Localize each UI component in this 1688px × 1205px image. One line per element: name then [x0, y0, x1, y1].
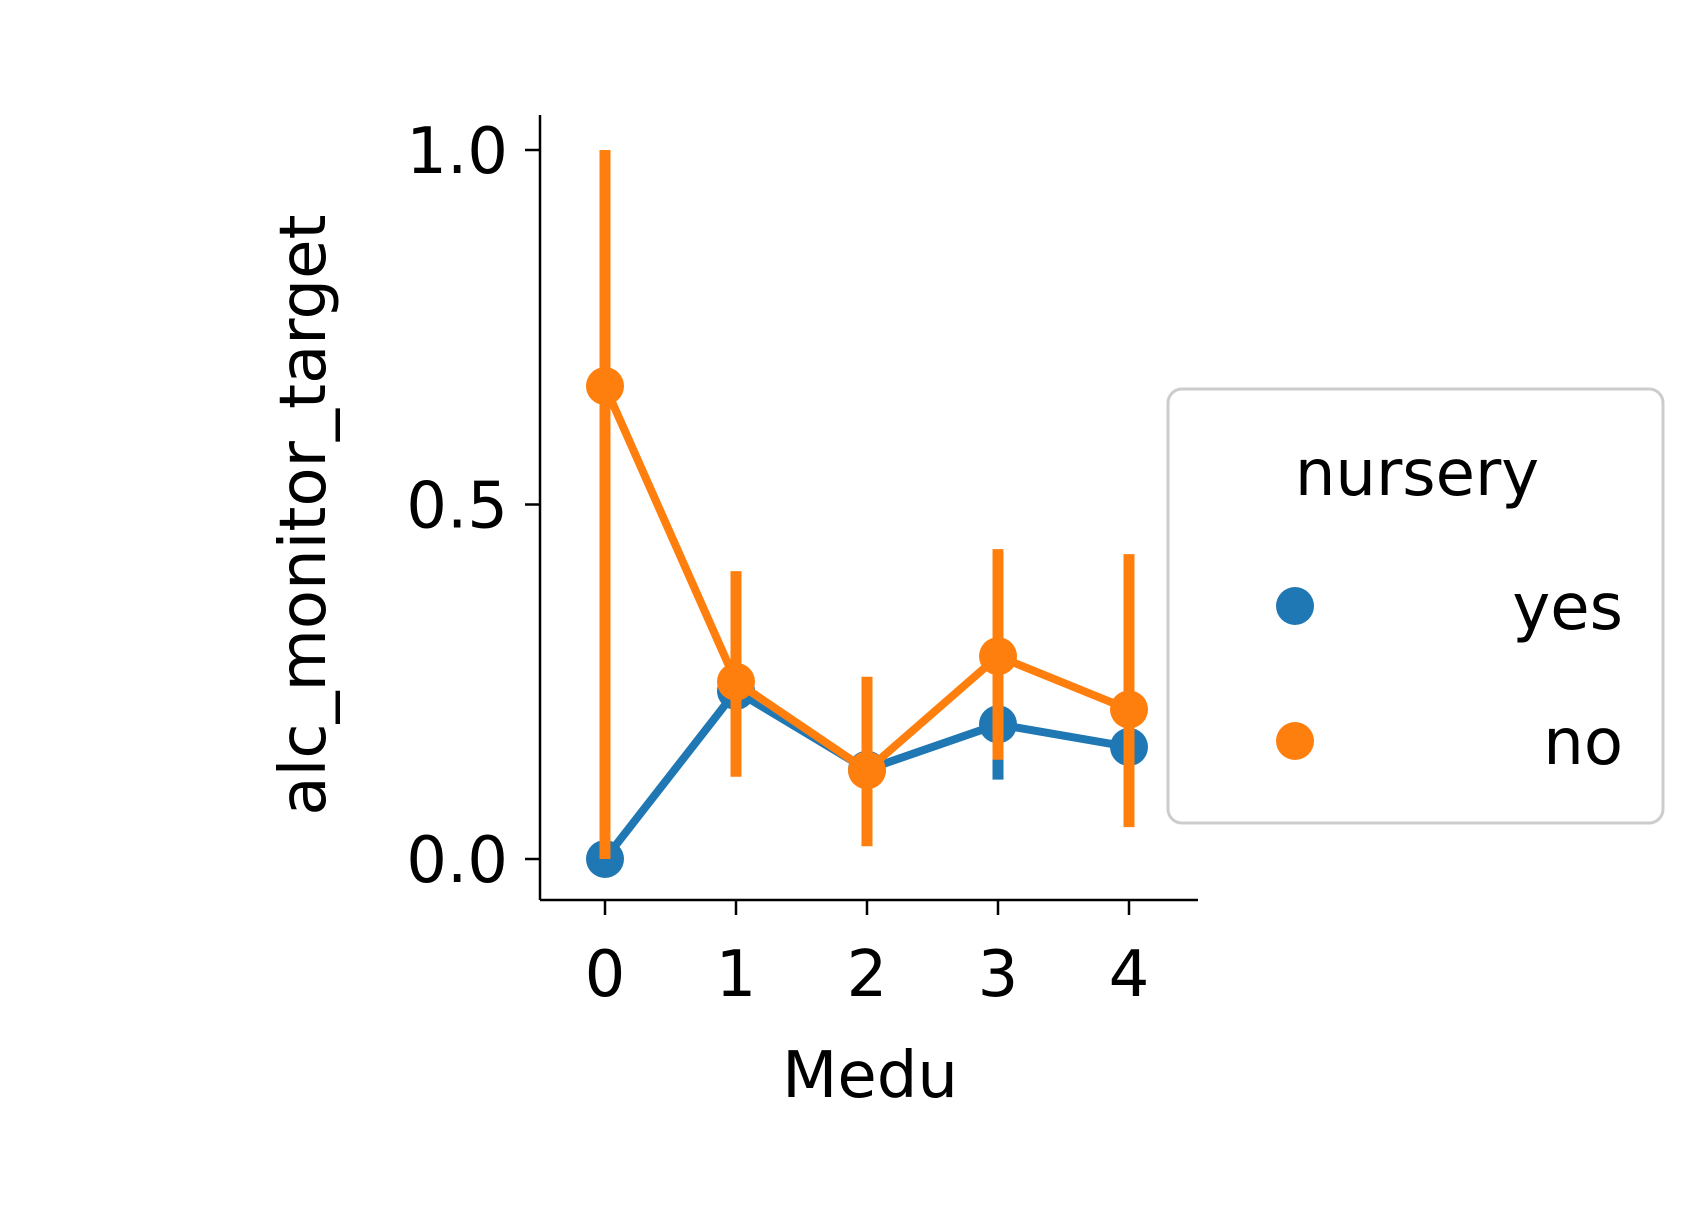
- plot-area: [586, 150, 1148, 878]
- x-tick-label: 4: [1109, 938, 1150, 1012]
- x-tick-label: 1: [716, 938, 757, 1012]
- series-no-point: [586, 367, 624, 406]
- y-tick-label: 0.0: [406, 824, 508, 898]
- x-axis-label: Medu: [782, 1039, 958, 1113]
- y-axis-label: alc_monitor_target: [267, 214, 341, 815]
- x-tick-label: 0: [585, 938, 626, 1012]
- legend-frame: [1166, 387, 1665, 825]
- series-no-point: [717, 662, 755, 701]
- legend-label-yes: yes: [1512, 571, 1623, 645]
- legend-marker-yes: [1276, 587, 1314, 625]
- series-no-point: [848, 751, 886, 790]
- legend: nursery yes no: [1166, 387, 1665, 825]
- legend-label-no: no: [1543, 706, 1623, 780]
- legend-marker-no: [1276, 722, 1314, 760]
- x-tick-label: 2: [847, 938, 888, 1012]
- axes: 0 1 2 3 4 0.0 0.5 1.0: [406, 115, 1198, 1012]
- y-tick-label: 1.0: [406, 115, 508, 189]
- legend-title: nursery: [1295, 437, 1539, 511]
- x-tick-label: 3: [978, 938, 1019, 1012]
- series-no-point: [979, 637, 1017, 676]
- series-no-point: [1110, 690, 1148, 729]
- y-tick-label: 0.5: [406, 470, 508, 544]
